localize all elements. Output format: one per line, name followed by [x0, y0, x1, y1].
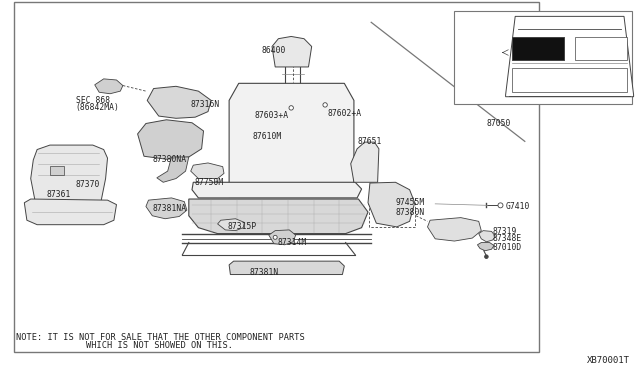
Text: 87316N: 87316N	[191, 100, 220, 109]
Polygon shape	[351, 142, 379, 182]
Text: 87361: 87361	[46, 190, 70, 199]
Polygon shape	[192, 182, 362, 198]
Circle shape	[323, 103, 327, 107]
Text: G7410: G7410	[506, 202, 530, 211]
Text: 87750M: 87750M	[195, 178, 224, 187]
Text: 87380NA: 87380NA	[152, 155, 186, 164]
Text: SEC 868: SEC 868	[76, 96, 109, 105]
Polygon shape	[146, 198, 187, 219]
Text: 87651: 87651	[357, 137, 381, 146]
Text: 87314M: 87314M	[278, 238, 307, 247]
Polygon shape	[191, 163, 224, 179]
Circle shape	[498, 203, 503, 208]
Polygon shape	[506, 16, 634, 97]
Circle shape	[273, 235, 277, 239]
Text: 87610M: 87610M	[252, 132, 282, 141]
Text: 87381NA: 87381NA	[152, 204, 186, 213]
Polygon shape	[428, 218, 481, 241]
Polygon shape	[147, 86, 211, 118]
Polygon shape	[229, 261, 344, 275]
Bar	[512, 68, 627, 92]
Circle shape	[289, 106, 293, 110]
Bar	[575, 37, 627, 60]
Polygon shape	[368, 182, 415, 227]
Bar	[454, 11, 632, 104]
Text: 97455M: 97455M	[396, 198, 425, 207]
Text: XB70001T: XB70001T	[588, 356, 630, 365]
Bar	[512, 37, 564, 60]
Text: 87010D: 87010D	[493, 243, 522, 251]
Text: NOTE: IT IS NOT FOR SALE THAT THE OTHER COMPONENT PARTS: NOTE: IT IS NOT FOR SALE THAT THE OTHER …	[15, 333, 305, 342]
Polygon shape	[138, 120, 204, 159]
Polygon shape	[157, 157, 189, 182]
Text: 86400: 86400	[261, 46, 285, 55]
Text: 87315P: 87315P	[228, 222, 257, 231]
Polygon shape	[189, 199, 368, 234]
Polygon shape	[479, 231, 495, 242]
Polygon shape	[269, 230, 296, 245]
Text: 87050: 87050	[486, 119, 511, 128]
Text: 87370: 87370	[76, 180, 100, 189]
Text: WHICH IS NOT SHOWED ON THIS.: WHICH IS NOT SHOWED ON THIS.	[86, 341, 234, 350]
Polygon shape	[95, 79, 123, 94]
Text: 87603+A: 87603+A	[255, 111, 289, 120]
Text: 87380N: 87380N	[396, 208, 425, 217]
Polygon shape	[31, 145, 108, 205]
Polygon shape	[477, 243, 494, 251]
Bar	[512, 37, 564, 60]
Bar	[50, 166, 64, 175]
Polygon shape	[24, 199, 116, 225]
Text: 87348E: 87348E	[493, 234, 522, 243]
Bar	[14, 2, 539, 352]
Polygon shape	[272, 36, 312, 67]
Text: (86842MA): (86842MA)	[76, 103, 120, 112]
Circle shape	[484, 255, 488, 259]
Text: 87381N: 87381N	[250, 268, 279, 277]
Text: 87319: 87319	[493, 227, 517, 236]
Text: 87602+A: 87602+A	[328, 109, 362, 118]
Polygon shape	[229, 83, 354, 197]
Polygon shape	[218, 219, 244, 231]
